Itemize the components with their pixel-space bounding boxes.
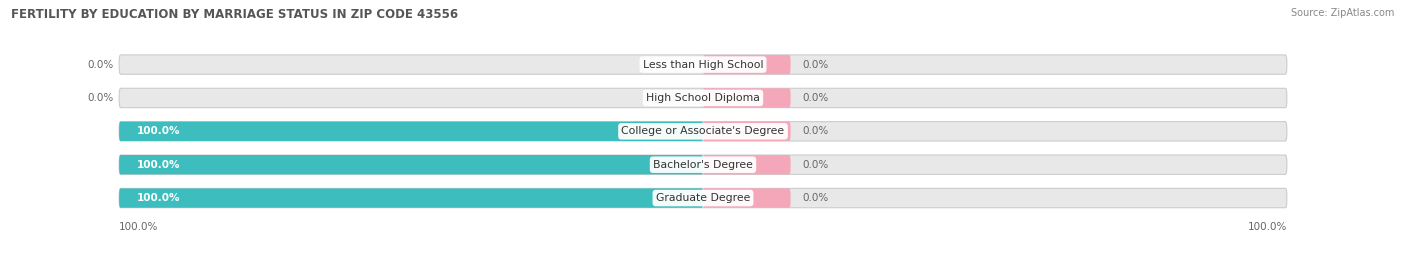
Text: Source: ZipAtlas.com: Source: ZipAtlas.com: [1291, 8, 1395, 18]
Text: FERTILITY BY EDUCATION BY MARRIAGE STATUS IN ZIP CODE 43556: FERTILITY BY EDUCATION BY MARRIAGE STATU…: [11, 8, 458, 21]
Text: College or Associate's Degree: College or Associate's Degree: [621, 126, 785, 136]
Text: Less than High School: Less than High School: [643, 59, 763, 70]
Text: 0.0%: 0.0%: [87, 59, 114, 70]
FancyBboxPatch shape: [120, 122, 703, 141]
Text: 100.0%: 100.0%: [1247, 222, 1286, 232]
Text: 0.0%: 0.0%: [803, 59, 828, 70]
FancyBboxPatch shape: [120, 188, 703, 208]
Text: 0.0%: 0.0%: [87, 93, 114, 103]
FancyBboxPatch shape: [120, 122, 1286, 141]
Text: 0.0%: 0.0%: [803, 193, 828, 203]
Text: Bachelor's Degree: Bachelor's Degree: [652, 160, 754, 170]
Text: High School Diploma: High School Diploma: [647, 93, 759, 103]
FancyBboxPatch shape: [120, 55, 1286, 74]
Text: 100.0%: 100.0%: [136, 126, 180, 136]
Text: 0.0%: 0.0%: [803, 160, 828, 170]
FancyBboxPatch shape: [703, 88, 790, 108]
Text: 0.0%: 0.0%: [803, 126, 828, 136]
Text: 100.0%: 100.0%: [136, 193, 180, 203]
FancyBboxPatch shape: [703, 55, 790, 74]
FancyBboxPatch shape: [703, 155, 790, 174]
Text: 100.0%: 100.0%: [120, 222, 159, 232]
Text: 0.0%: 0.0%: [803, 93, 828, 103]
FancyBboxPatch shape: [120, 88, 1286, 108]
FancyBboxPatch shape: [120, 155, 703, 174]
Text: 100.0%: 100.0%: [136, 160, 180, 170]
FancyBboxPatch shape: [120, 155, 1286, 174]
FancyBboxPatch shape: [703, 188, 790, 208]
FancyBboxPatch shape: [120, 188, 1286, 208]
Text: Graduate Degree: Graduate Degree: [655, 193, 751, 203]
FancyBboxPatch shape: [703, 122, 790, 141]
